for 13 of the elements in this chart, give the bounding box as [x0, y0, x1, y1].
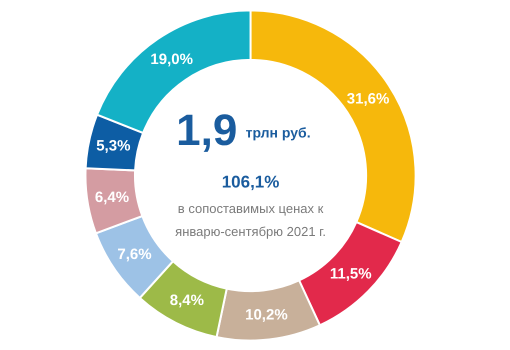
data-label: 6,4%: [94, 188, 130, 206]
data-label: 5,3%: [96, 138, 130, 155]
data-label: 7,6%: [117, 246, 152, 263]
data-label: 11,5%: [330, 265, 372, 282]
data-label: 10,2%: [245, 306, 288, 324]
data-label: 31,6%: [346, 90, 390, 108]
text: в сопоставимых ценах к: [178, 201, 324, 216]
text: 106,1%: [222, 172, 280, 192]
text: январю-сентябрю 2021 г.: [175, 224, 326, 240]
data-label: 8,4%: [170, 292, 204, 310]
text: трлн руб.: [246, 124, 311, 141]
data-label: 19,0%: [150, 50, 193, 68]
text: 1,9: [176, 106, 238, 155]
